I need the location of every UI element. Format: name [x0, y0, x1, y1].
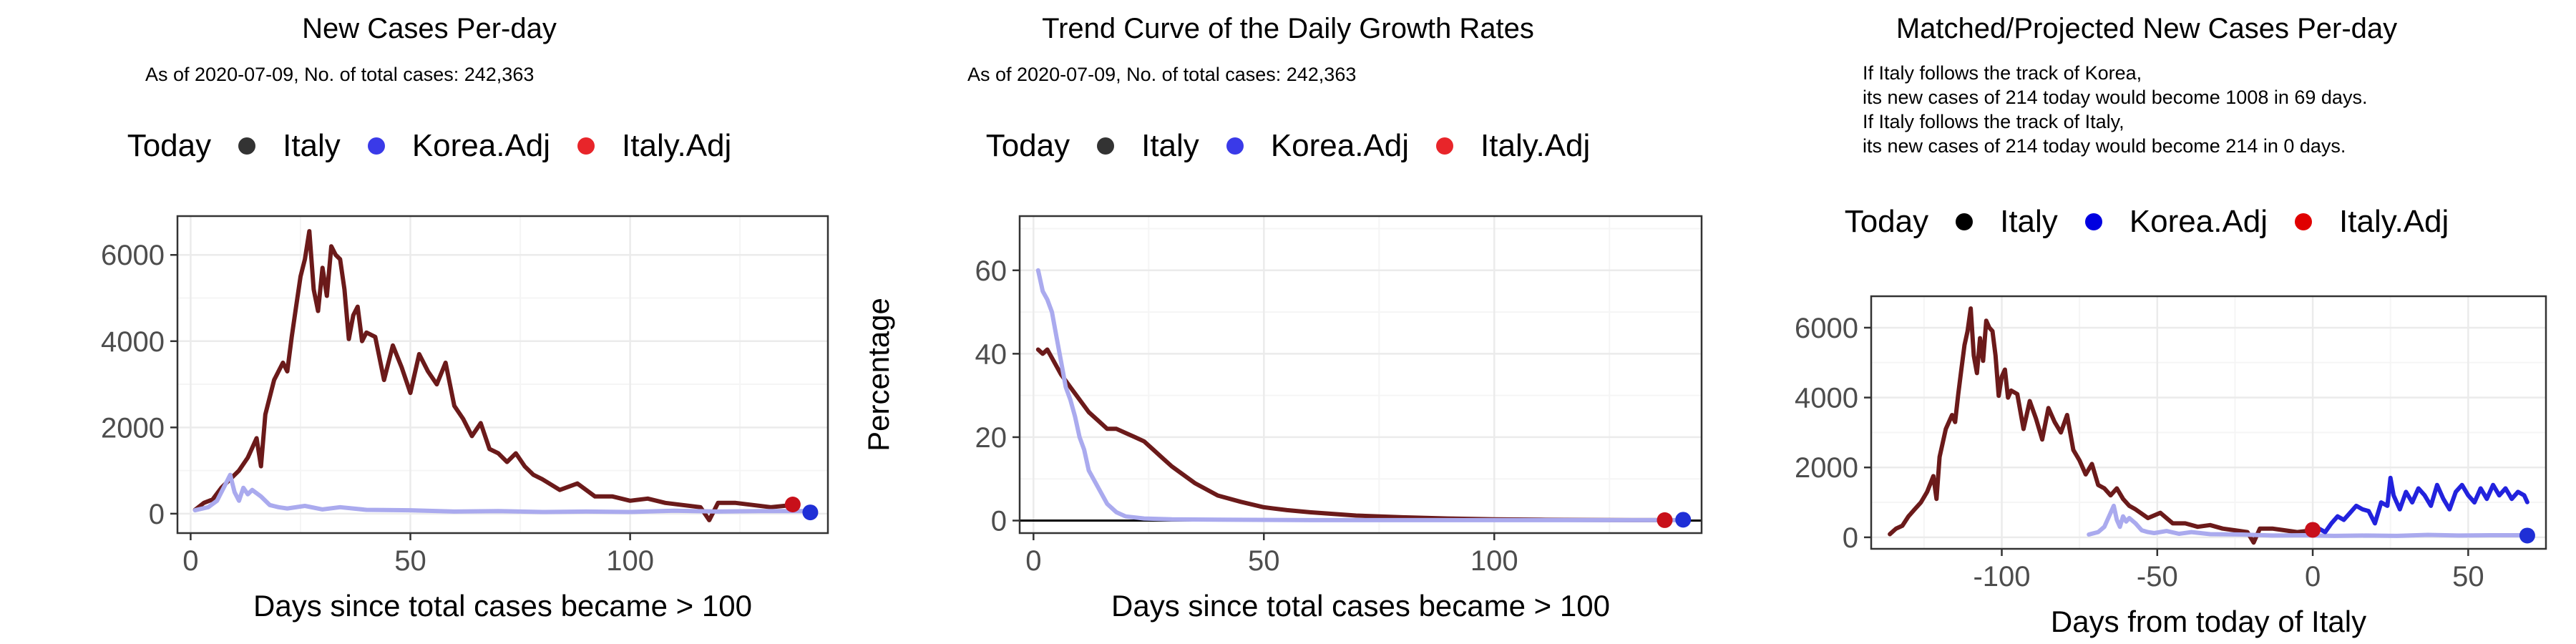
series-line-korea-adj [1035, 268, 1681, 522]
y-tick-label: 0 [149, 499, 165, 530]
legend-title: Today [127, 128, 212, 163]
series-line-italy [1035, 347, 1667, 522]
today-point-italy-adj [784, 496, 801, 512]
legend-item-italy-adj: Italy.Adj [1436, 128, 1590, 164]
legend-dot [1436, 137, 1454, 155]
legend-dot [577, 137, 595, 155]
legend-item-korea-adj: Korea.Adj [1226, 128, 1409, 164]
series-line-korea-adj [192, 472, 809, 514]
legend-dot [2295, 213, 2313, 230]
chart-projected: -100 -50 0 50 0 2000 4000 6000 Days from today o… [1795, 295, 2547, 638]
y-tick-label: 0 [991, 506, 1007, 537]
chart-subtitle: As of 2020-07-09, No. of total cases: 24… [145, 64, 535, 85]
x-tick-label: 0 [1025, 545, 1041, 577]
chart-title: Matched/Projected New Cases Per-day [1896, 13, 2398, 44]
y-tick-label: 20 [975, 422, 1008, 454]
x-axis-title: Days since total cases became > 100 [253, 589, 752, 623]
legend: Today Italy Korea.Adj Italy.Adj [1717, 202, 2576, 242]
legend-dot [238, 137, 256, 155]
legend-dot [1226, 137, 1244, 155]
plot-border [176, 215, 829, 535]
legend-label: Italy [283, 128, 341, 163]
y-tick-label: 6000 [1795, 313, 1858, 344]
x-tick-label: -50 [2137, 561, 2178, 592]
gridlines [1020, 216, 1702, 533]
legend-dot [2084, 213, 2102, 230]
y-axis-title: Percentage [862, 298, 895, 452]
y-tick-label: 60 [975, 255, 1008, 287]
legend-label: Korea.Adj [2129, 204, 2268, 239]
chart-new-cases: 0 50 100 0 2000 4000 6000 Days since total case… [101, 215, 829, 623]
x-tick-label: 0 [182, 545, 198, 577]
legend-item-italy-adj: Italy.Adj [577, 128, 731, 164]
legend-label: Italy [1141, 128, 1199, 163]
legend-item-italy: Italy [1097, 128, 1199, 164]
legend-item-italy-adj: Italy.Adj [2295, 204, 2449, 240]
plot-border [1018, 215, 1703, 535]
series-line-italy [1888, 306, 2316, 545]
x-tick-label: 50 [2452, 561, 2484, 592]
legend-title: Today [985, 128, 1070, 163]
y-tick-label: 2000 [101, 412, 165, 444]
y-tick-label: 6000 [101, 240, 165, 271]
panel-projected: Matched/Projected New Cases Per-day If I… [1717, 0, 2576, 644]
x-tick-label: 50 [394, 545, 426, 577]
plot-border [1870, 295, 2547, 550]
x-tick-label: -100 [1973, 561, 2030, 592]
x-tick-label: 100 [606, 545, 654, 577]
legend: Today Italy Korea.Adj Italy.Adj [0, 126, 859, 166]
legend-label: Italy.Adj [622, 128, 732, 163]
legend-item-korea-adj: Korea.Adj [2084, 204, 2268, 240]
y-tick-label: 4000 [1795, 383, 1858, 414]
chart-title: Trend Curve of the Daily Growth Rates [1042, 13, 1534, 44]
legend-dot [1097, 137, 1115, 155]
chart-title: New Cases Per-day [302, 13, 557, 44]
legend-label: Korea.Adj [411, 128, 551, 163]
x-tick-label: 0 [2305, 561, 2321, 592]
x-axis-title: Days from today of Italy [2051, 605, 2366, 638]
legend-item-korea-adj: Korea.Adj [367, 128, 551, 164]
chart-subtitle: If Italy follows the track of Korea, its… [1863, 62, 2368, 157]
today-point-korea-adj [1675, 512, 1692, 528]
today-point-korea-adj [2519, 527, 2535, 544]
today-point-korea-adj [802, 504, 819, 521]
legend-label: Italy [2000, 204, 2058, 239]
x-tick-label: 100 [1470, 545, 1518, 577]
series-line-korea-adj [2087, 503, 2529, 538]
legend-item-italy: Italy [1956, 204, 2058, 240]
panel-growth-rates: Trend Curve of the Daily Growth Rates As… [859, 0, 1717, 644]
y-tick-label: 40 [975, 338, 1008, 370]
chart-subtitle: As of 2020-07-09, No. of total cases: 24… [967, 64, 1357, 85]
panel-new-cases: New Cases Per-day As of 2020-07-09, No. … [0, 0, 859, 644]
y-tick-label: 4000 [101, 326, 165, 358]
today-point-italy-adj [2305, 522, 2321, 538]
y-tick-label: 2000 [1795, 452, 1858, 484]
legend-dot [367, 137, 385, 155]
legend: Today Italy Korea.Adj Italy.Adj [859, 126, 1717, 166]
x-axis-title: Days since total cases became > 100 [1111, 589, 1610, 623]
legend-title: Today [1844, 204, 1929, 239]
series-line-italy [192, 229, 791, 522]
chart-growth-rates: 0 50 100 0 20 40 60 Days since total cases beca… [862, 215, 1703, 623]
legend-dot [1956, 213, 1974, 230]
y-tick-label: 0 [1843, 522, 1858, 554]
x-tick-label: 50 [1248, 545, 1280, 577]
legend-label: Korea.Adj [1270, 128, 1410, 163]
legend-label: Italy.Adj [2339, 204, 2449, 239]
gridlines [177, 216, 828, 533]
today-point-italy-adj [1657, 512, 1673, 528]
series-line-korea-adj-projected [2311, 475, 2529, 535]
legend-label: Italy.Adj [1480, 128, 1591, 163]
legend-item-italy: Italy [238, 128, 341, 164]
